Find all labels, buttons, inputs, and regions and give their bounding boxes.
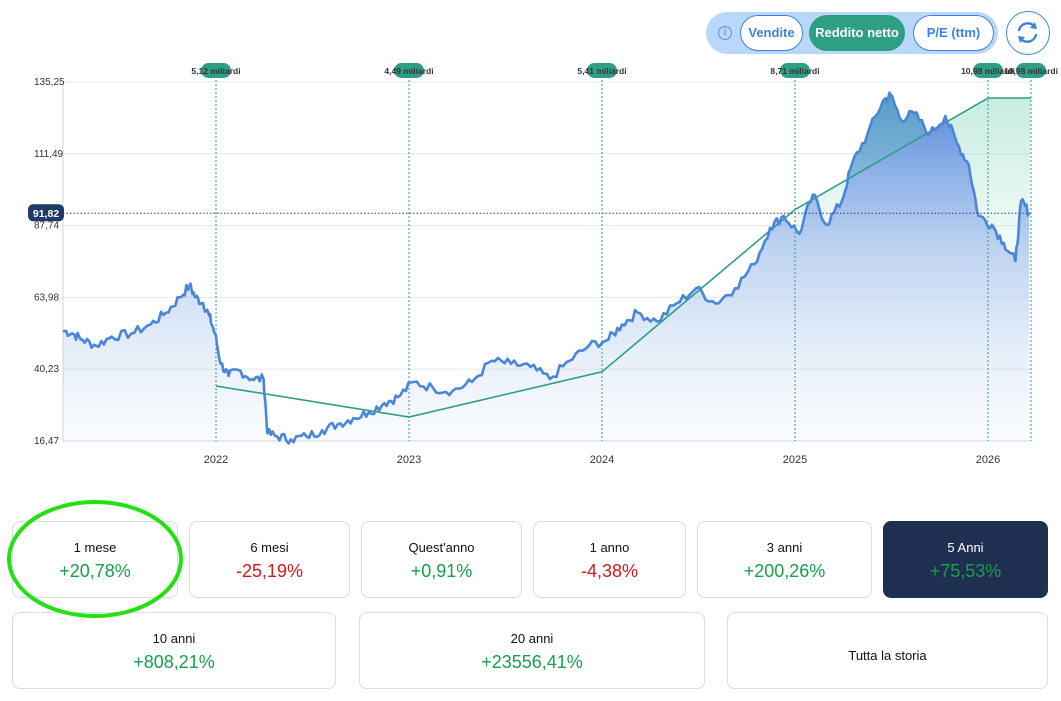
refresh-icon [1017,22,1038,43]
y-tick-label: 16,47 [34,436,59,447]
x-tick-label: 2026 [976,454,1000,466]
net-income-label: 5,41 miliardi [577,66,626,76]
net-income-markers [215,76,1032,441]
net-income-bubble[interactable] [201,63,231,78]
period-label: Quest'anno [408,540,475,555]
period-return: +200,26% [743,561,826,581]
period-card-1-mese[interactable]: 1 mese +20,78% [12,521,178,598]
net-income-area [795,92,1031,262]
net-income-label: 10,98 miliardi [961,66,1015,76]
period-return: -25,19% [235,561,304,581]
x-tick-label: 2025 [783,454,807,466]
net-income-label: 8,71 miliardi [770,66,819,76]
net-income-bubble[interactable] [780,63,810,78]
period-label: 6 mesi [250,540,289,555]
y-tick-label: 111,49 [34,149,64,160]
y-tick-label: 40,23 [34,364,59,375]
net-income-line [215,97,1031,418]
net-income-bubble[interactable] [587,63,617,78]
period-label: 1 mese [73,540,117,555]
period-card-1-anno[interactable]: 1 anno -4,38% [533,521,686,598]
period-return: +75,53% [929,561,1002,581]
net-income-bubble[interactable] [394,63,424,78]
period-return: +0,91% [410,561,473,581]
y-tick-label: 87,74 [34,221,59,232]
x-tick-label: 2024 [590,454,614,466]
x-axis: 2022 2023 2024 2025 2026 [204,454,1000,466]
x-tick-label: 2022 [204,454,228,466]
metric-toggle-group: i Vendite Reddito netto P/E (ttm) [706,12,998,54]
period-return: -4,38% [580,561,639,581]
net-income-label: 4,49 miliardi [384,66,433,76]
net-income-label: 5,12 miliardi [191,66,240,76]
period-card-10-anni[interactable]: 10 anni +808,21% [12,612,336,689]
period-card-quest-anno[interactable]: Quest'anno +0,91% [361,521,522,598]
pe-ttm-button[interactable]: P/E (ttm) [913,15,994,51]
refresh-button[interactable] [1006,11,1050,55]
price-line [62,91,1031,445]
current-price-badge: 91,82 [28,204,64,222]
period-label: 10 anni [152,631,196,646]
net-income-bubble[interactable] [1016,63,1046,78]
net-income-bubble[interactable] [973,63,1003,78]
period-label: 5 Anni [947,540,984,555]
period-card-6-mesi[interactable]: 6 mesi -25,19% [189,521,350,598]
info-icon[interactable]: i [718,26,732,40]
net-income-label: 10,98 miliardi [1004,66,1058,76]
y-tick-label: 63,98 [34,292,59,303]
period-label: Tutta la storia [848,648,927,663]
x-tick-label: 2023 [397,454,421,466]
current-price-label: 91,82 [33,208,59,220]
period-card-3-anni[interactable]: 3 anni +200,26% [697,521,872,598]
net-income-bubbles: 5,12 miliardi 4,49 miliardi 5,41 miliardi 8… [191,63,1058,78]
period-return: +808,21% [133,652,215,672]
price-area [63,92,1030,444]
vendite-button[interactable]: Vendite [740,15,803,51]
period-label: 20 anni [510,631,554,646]
y-axis: 135,25 111,49 87,74 63,98 40,23 16,47 [34,77,65,447]
period-label: 3 anni [766,540,803,555]
period-card-20-anni[interactable]: 20 anni +23556,41% [359,612,705,689]
reddito-netto-button[interactable]: Reddito netto [809,15,905,51]
period-label: 1 anno [589,540,630,555]
period-card-5-anni[interactable]: 5 Anni +75,53% [883,521,1048,598]
period-return: +23556,41% [481,652,583,672]
period-card-tutta-la-storia[interactable]: Tutta la storia [727,612,1048,689]
period-return: +20,78% [59,561,131,581]
y-tick-label: 135,25 [34,77,65,88]
